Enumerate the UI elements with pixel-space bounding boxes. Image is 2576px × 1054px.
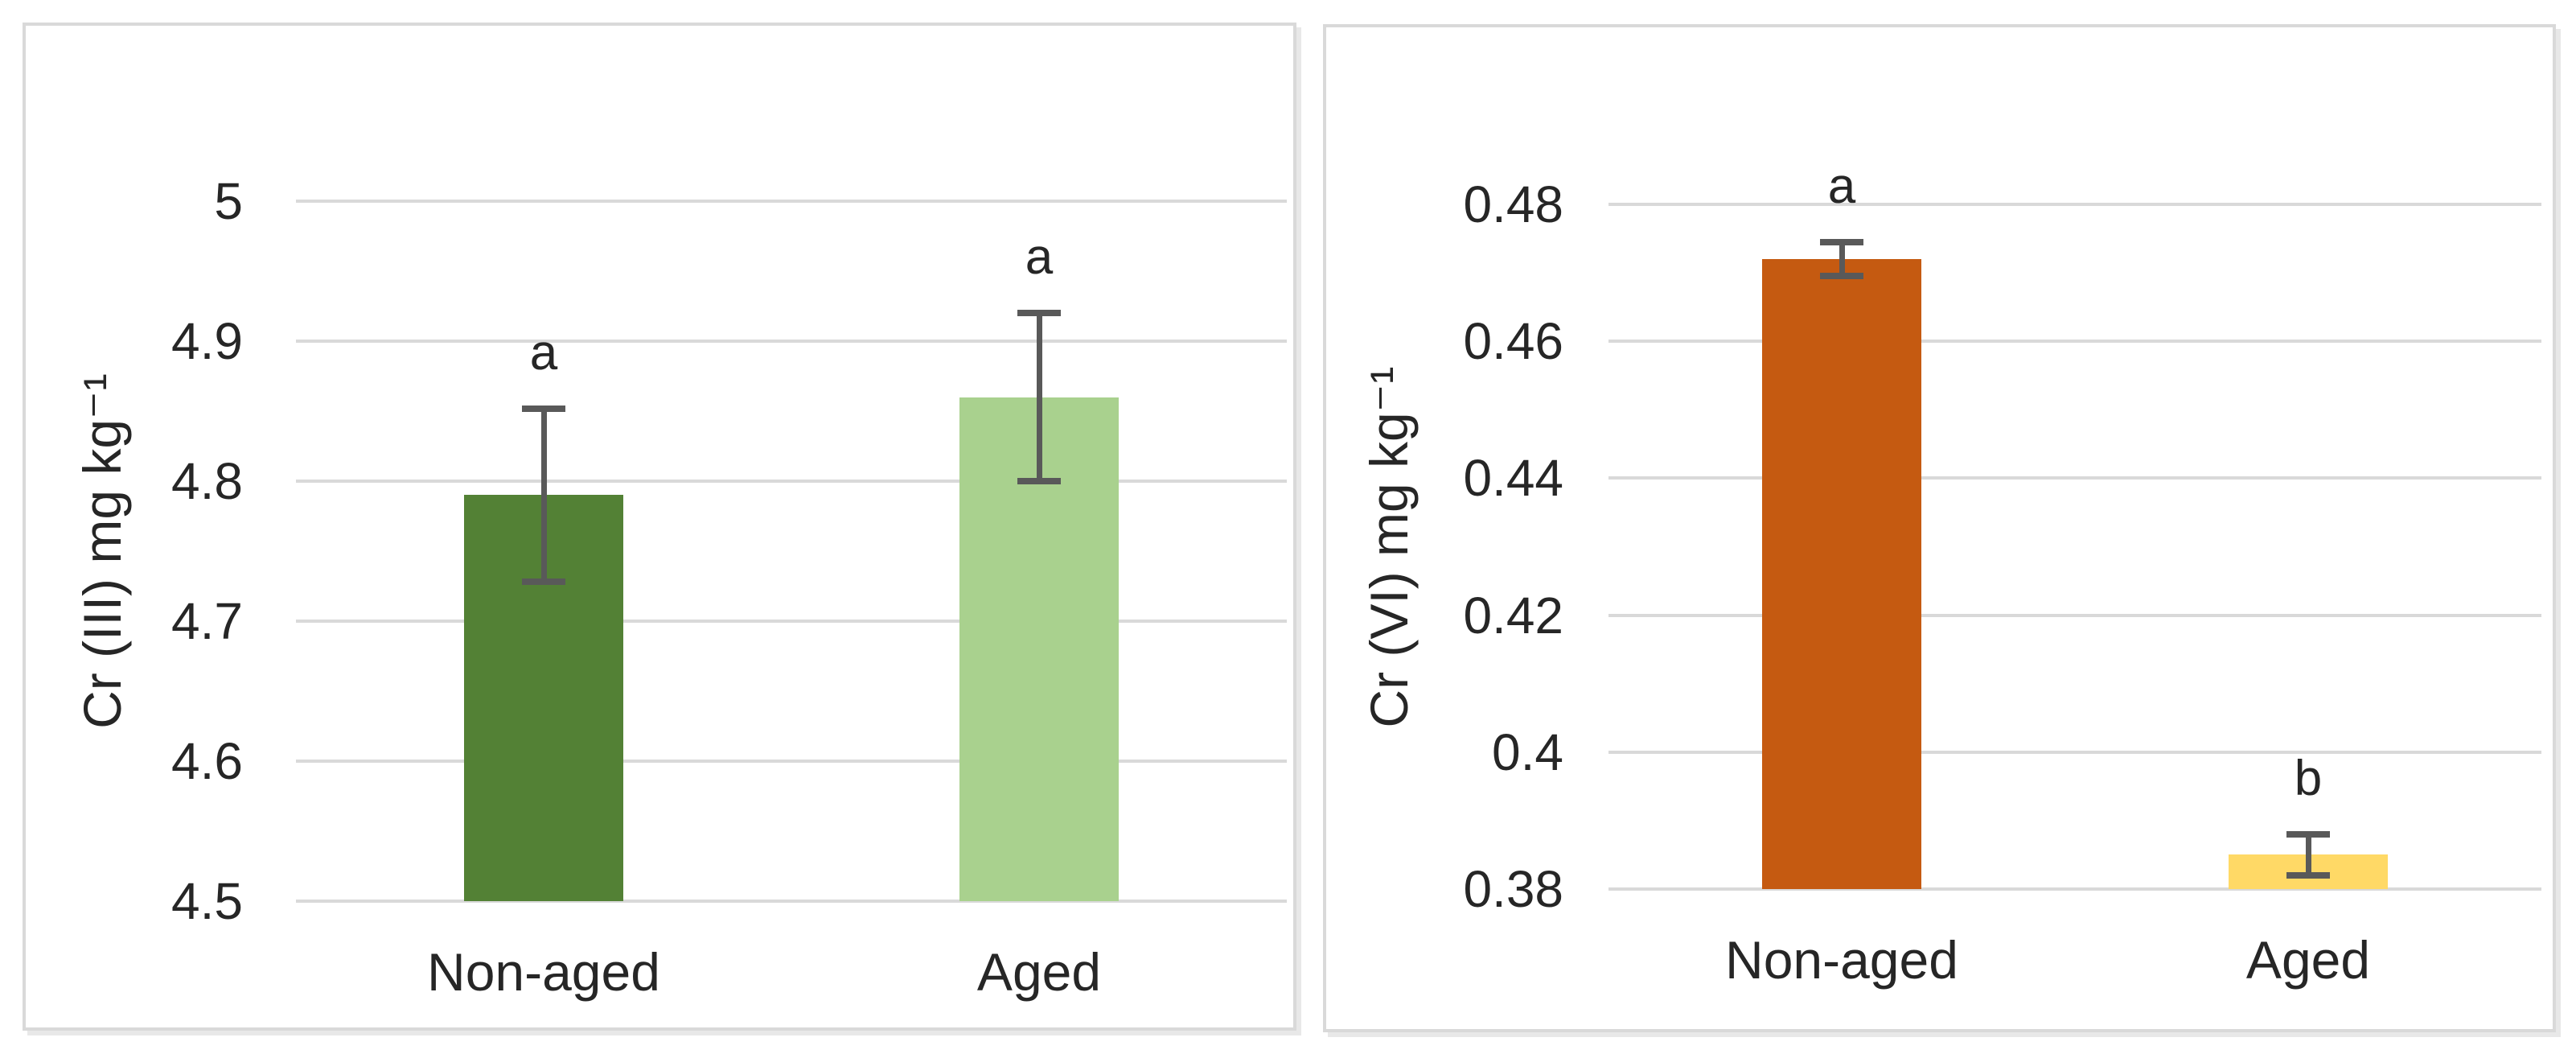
gridline [296,200,1287,203]
y-axis-tick-label: 4.6 [171,732,243,790]
gridline [1608,476,2541,480]
category-label-aged: Aged [976,942,1102,1002]
gridline [1608,613,2541,617]
y-axis-tick-label: 5 [214,172,243,230]
y-axis-tick-label: 0.48 [1463,175,1563,233]
gridline [296,620,1287,623]
category-label-non-aged: Non-aged [427,942,660,1002]
error-bar-cap [1820,238,1863,245]
bar-non-aged [1762,259,1921,889]
y-axis-tick-label: 0.46 [1463,312,1563,371]
y-axis-tick-label: 4.7 [171,592,243,650]
gridline [1608,887,2541,891]
y-axis-tick-label: 0.4 [1492,723,1563,781]
y-axis-tick-label: 4.9 [171,312,243,370]
gridline [1608,750,2541,754]
y-axis-title-cr6: Cr (VI) mg kg⁻¹ [1359,365,1419,728]
y-axis-title-cr3: Cr (III) mg kg⁻¹ [72,373,132,729]
error-bar-cap [1017,310,1061,317]
error-bar [540,408,547,583]
significance-letter: a [1025,229,1054,286]
y-axis-tick-label: 4.8 [171,452,243,510]
chart-panel-cr6: Cr (VI) mg kg⁻¹ Non-aged Aged 0.48 0.46 0.… [1323,24,2556,1032]
gridline [1608,203,2541,206]
y-axis-tick-label: 0.38 [1463,860,1563,918]
error-bar [1036,313,1042,481]
gridline [296,340,1287,343]
error-bar-cap [2286,871,2330,879]
category-label-non-aged: Non-aged [1725,930,1958,990]
significance-letter: b [2294,750,2323,806]
significance-letter: a [529,324,558,381]
y-axis-tick-label: 0.42 [1463,586,1563,644]
y-axis-tick-label: 4.5 [171,872,243,930]
significance-letter: a [1827,158,1856,214]
error-bar [1839,241,1845,277]
gridline [296,480,1287,483]
gridline [296,760,1287,763]
gridline [1608,340,2541,344]
error-bar-cap [2286,830,2330,838]
category-label-aged: Aged [2245,930,2371,990]
error-bar-cap [1017,478,1061,484]
gridline [296,900,1287,903]
error-bar-cap [1820,273,1863,280]
y-axis-tick-label: 0.44 [1463,449,1563,508]
chart-panel-cr3: Cr (III) mg kg⁻¹ Non-aged Aged 5 4.9 4.8 4.… [23,23,1296,1031]
error-bar [2305,834,2311,875]
error-bar-cap [522,578,565,586]
error-bar-cap [522,405,565,412]
